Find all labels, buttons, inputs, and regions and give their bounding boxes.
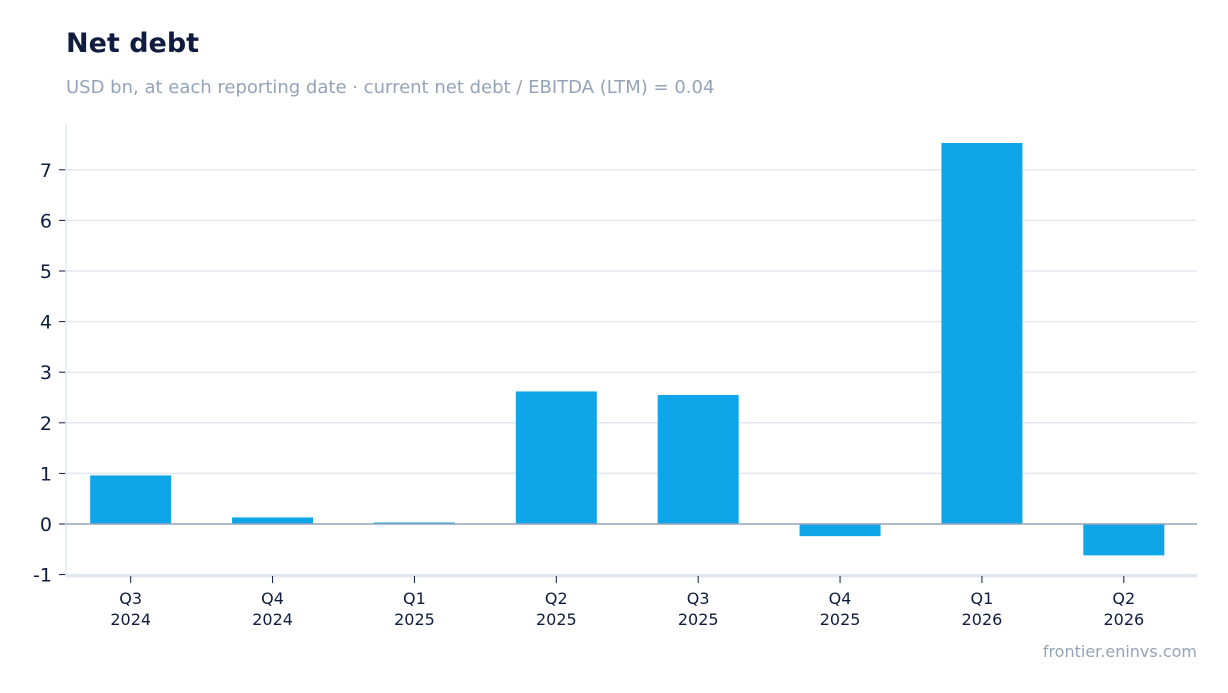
x-tick-label-year: 2026	[962, 610, 1003, 629]
axes	[59, 123, 1197, 583]
y-tick-label: 1	[40, 463, 52, 485]
gridlines	[66, 169, 1197, 576]
x-tick-label-quarter: Q4	[829, 589, 852, 608]
x-tick-label-quarter: Q4	[261, 589, 284, 608]
bar	[941, 142, 1023, 524]
x-tick-label-year: 2025	[678, 610, 719, 629]
x-tick-label-year: 2026	[1103, 610, 1144, 629]
bar	[90, 475, 172, 524]
chart-subtitle: USD bn, at each reporting date · current…	[66, 77, 715, 98]
x-tick-label-quarter: Q1	[971, 589, 994, 608]
bar	[1083, 524, 1165, 556]
source-credit: frontier.eninvs.com	[1042, 642, 1197, 661]
x-tick-label-year: 2024	[252, 610, 293, 629]
bar	[232, 517, 314, 524]
x-tick-label-year: 2025	[820, 610, 861, 629]
y-tick-label: 5	[40, 261, 52, 283]
x-tick-label-quarter: Q2	[545, 589, 568, 608]
chart-title: Net debt	[66, 28, 200, 59]
y-tick-label: 7	[40, 160, 52, 182]
bar	[799, 524, 881, 537]
y-tick-label: 0	[40, 514, 52, 536]
y-tick-label: 4	[40, 312, 52, 334]
bar	[515, 391, 597, 524]
y-tick-label: 3	[40, 362, 52, 384]
x-tick-label-year: 2024	[110, 610, 151, 629]
x-tick-label-quarter: Q1	[403, 589, 426, 608]
y-tick-label: 2	[40, 413, 52, 435]
tick-labels: -1 0 1 2 3 4 5 6 7 Q3 2024 Q4 2024 Q1 2025 Q2 2025 Q3 2025…	[33, 160, 1144, 629]
bar	[657, 394, 739, 524]
x-tick-label-year: 2025	[394, 610, 435, 629]
y-tick-label: 6	[40, 210, 52, 232]
x-tick-label-year: 2025	[536, 610, 577, 629]
x-tick-label-quarter: Q3	[687, 589, 710, 608]
y-tick-label: -1	[33, 565, 52, 587]
x-tick-label-quarter: Q2	[1112, 589, 1135, 608]
x-tick-label-quarter: Q3	[119, 589, 142, 608]
bars	[90, 142, 1165, 556]
